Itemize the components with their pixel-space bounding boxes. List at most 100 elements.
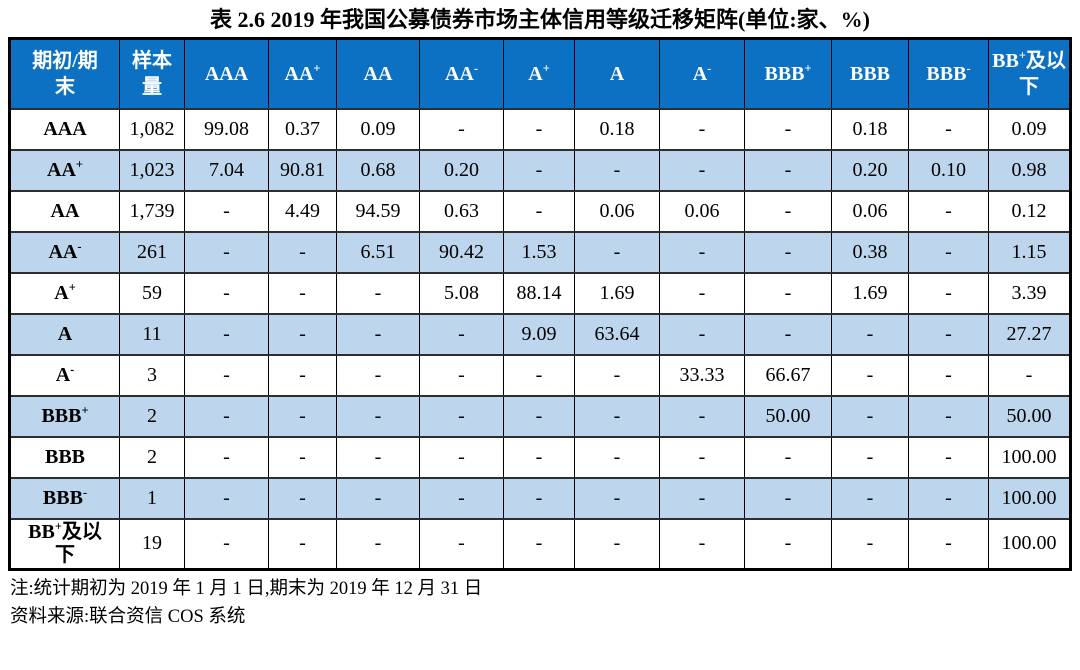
column-header: 样本量: [119, 37, 185, 110]
table-row: A 11- - - -9.09 63.64- - - -27.27: [9, 312, 1071, 356]
value-cell: 90.81: [268, 148, 337, 192]
value-cell: -: [659, 394, 745, 438]
corner-header: 期初/期末: [9, 37, 120, 110]
value-cell: 90.42: [419, 230, 504, 274]
value-cell: -: [908, 230, 989, 274]
table-row: BBB- 1- - - - - - - - - -100.00: [9, 476, 1071, 520]
value-cell: -: [908, 312, 989, 356]
value-cell: -: [659, 107, 745, 151]
value-cell: 100.00: [988, 435, 1071, 479]
sample-size-cell: 2: [119, 394, 185, 438]
sample-size-cell: 2: [119, 435, 185, 479]
note-statistics-period: 注:统计期初为 2019 年 1 月 1 日,期末为 2019 年 12 月 3…: [10, 578, 483, 599]
value-cell: 5.08: [419, 271, 504, 315]
value-cell: -: [659, 476, 745, 520]
value-cell: -: [268, 517, 337, 570]
value-cell: -: [419, 107, 504, 151]
value-cell: -: [268, 271, 337, 315]
value-cell: -: [336, 271, 420, 315]
value-cell: 0.09: [336, 107, 420, 151]
value-cell: -: [268, 230, 337, 274]
row-label: AA: [9, 189, 120, 233]
table-row: BB+及以下 19- - - - - - - - - -100.00: [9, 517, 1071, 570]
value-cell: -: [908, 353, 989, 397]
value-cell: -: [659, 148, 745, 192]
value-cell: -: [574, 353, 660, 397]
value-cell: -: [419, 435, 504, 479]
value-cell: 1.69: [831, 271, 909, 315]
value-cell: -: [659, 312, 745, 356]
value-cell: -: [744, 107, 832, 151]
value-cell: 63.64: [574, 312, 660, 356]
value-cell: -: [659, 271, 745, 315]
row-label: BBB: [9, 435, 120, 479]
row-label: A+: [9, 271, 120, 315]
sample-size-cell: 59: [119, 271, 185, 315]
column-header: AAA: [184, 37, 269, 110]
value-cell: -: [184, 312, 269, 356]
value-cell: -: [184, 435, 269, 479]
value-cell: 0.37: [268, 107, 337, 151]
value-cell: -: [268, 353, 337, 397]
value-cell: 99.08: [184, 107, 269, 151]
value-cell: -: [184, 517, 269, 570]
value-cell: -: [831, 476, 909, 520]
value-cell: 0.18: [574, 107, 660, 151]
value-cell: 0.09: [988, 107, 1071, 151]
value-cell: -: [184, 271, 269, 315]
value-cell: -: [419, 394, 504, 438]
value-cell: -: [744, 271, 832, 315]
value-cell: 0.20: [831, 148, 909, 192]
table-notes: 注:统计期初为 2019 年 1 月 1 日,期末为 2019 年 12 月 3…: [8, 571, 1072, 632]
value-cell: -: [184, 394, 269, 438]
value-cell: -: [659, 435, 745, 479]
value-cell: -: [908, 517, 989, 570]
value-cell: -: [336, 353, 420, 397]
table-row: AA- 261- -6.51 90.42 1.53- - -0.38-1.15: [9, 230, 1071, 274]
value-cell: -: [419, 353, 504, 397]
value-cell: -: [503, 476, 575, 520]
value-cell: 6.51: [336, 230, 420, 274]
value-cell: -: [184, 476, 269, 520]
value-cell: -: [503, 353, 575, 397]
column-header: A+: [503, 37, 575, 110]
value-cell: -: [503, 517, 575, 570]
table-row: BBB 2- - - - - - - - - -100.00: [9, 435, 1071, 479]
value-cell: -: [419, 312, 504, 356]
value-cell: 0.06: [831, 189, 909, 233]
value-cell: -: [419, 476, 504, 520]
table-title: 表 2.6 2019 年我国公募债券市场主体信用等级迁移矩阵(单位:家、%): [210, 7, 870, 32]
value-cell: -: [659, 517, 745, 570]
value-cell: -: [419, 517, 504, 570]
value-cell: -: [184, 230, 269, 274]
value-cell: -: [831, 517, 909, 570]
value-cell: -: [744, 312, 832, 356]
column-header: AA+: [268, 37, 337, 110]
column-header: BBB-: [908, 37, 989, 110]
value-cell: -: [574, 476, 660, 520]
value-cell: 50.00: [744, 394, 832, 438]
value-cell: -: [574, 230, 660, 274]
value-cell: -: [336, 435, 420, 479]
value-cell: 0.06: [659, 189, 745, 233]
value-cell: 66.67: [744, 353, 832, 397]
row-label: BB+及以下: [9, 517, 120, 570]
value-cell: -: [574, 435, 660, 479]
value-cell: 1.15: [988, 230, 1071, 274]
row-label: A: [9, 312, 120, 356]
value-cell: -: [574, 394, 660, 438]
value-cell: -: [336, 517, 420, 570]
value-cell: -: [744, 435, 832, 479]
column-header: AA-: [419, 37, 504, 110]
value-cell: -: [268, 476, 337, 520]
value-cell: -: [268, 394, 337, 438]
row-label: AA+: [9, 148, 120, 192]
column-header: BBB+: [744, 37, 832, 110]
value-cell: 1.69: [574, 271, 660, 315]
value-cell: 100.00: [988, 476, 1071, 520]
sample-size-cell: 3: [119, 353, 185, 397]
value-cell: -: [184, 353, 269, 397]
sample-size-cell: 261: [119, 230, 185, 274]
row-label: BBB+: [9, 394, 120, 438]
